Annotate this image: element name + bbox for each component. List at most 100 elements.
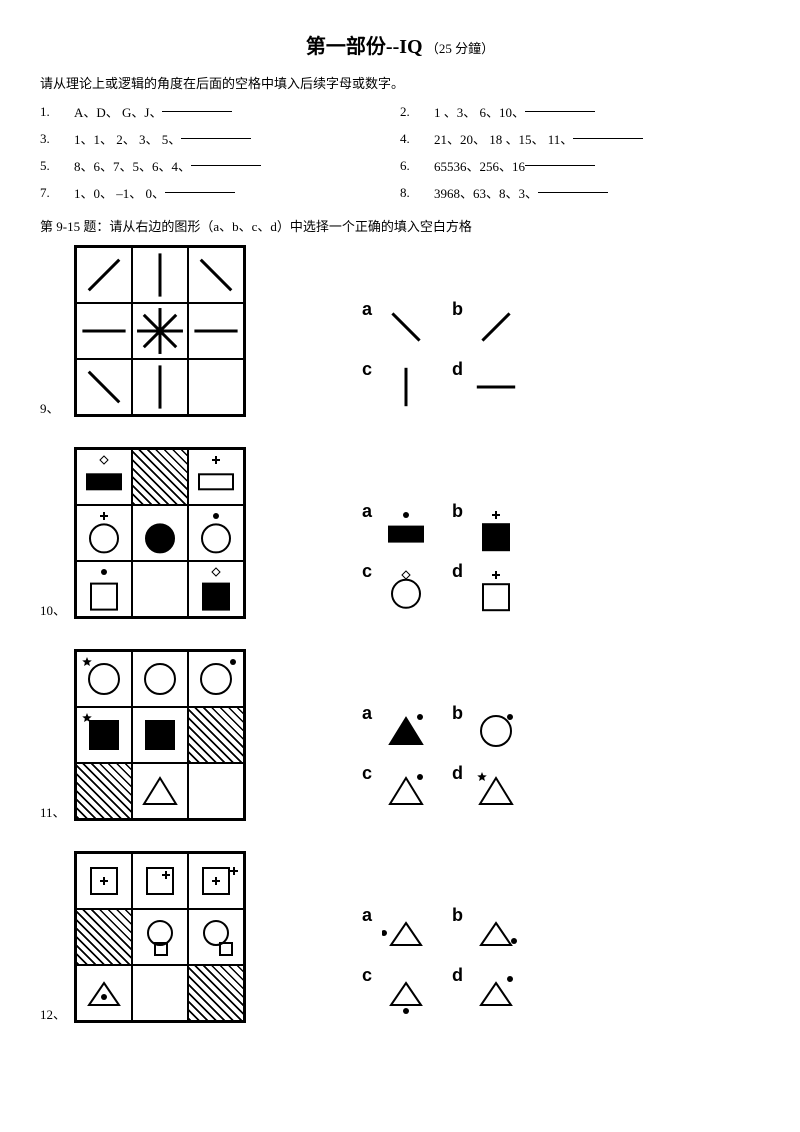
- puzzle-grid: [74, 245, 246, 417]
- sequence-item: 1.A、D、 G、J、: [40, 102, 400, 121]
- option-a[interactable]: a: [356, 701, 446, 761]
- option-label: c: [362, 561, 372, 582]
- option-b[interactable]: b: [446, 499, 536, 559]
- answer-blank[interactable]: [162, 111, 232, 112]
- sequence-text: 3968、63、8、3、: [434, 183, 538, 202]
- grid-cell: [132, 707, 188, 763]
- figure-question: 10、 ab c d: [40, 447, 760, 619]
- option-label: c: [362, 965, 372, 986]
- answer-blank[interactable]: [525, 165, 595, 166]
- grid-cell: [76, 707, 132, 763]
- option-label: b: [452, 501, 463, 522]
- sequence-item: 4.21、20、 18 、15、 11、: [400, 129, 760, 148]
- sequence-text: 1、0、 –1、 0、: [74, 183, 165, 202]
- option-label: d: [452, 965, 463, 986]
- option-label: b: [452, 299, 463, 320]
- option-label: d: [452, 763, 463, 784]
- sequence-item: 8.3968、63、8、3、: [400, 183, 760, 202]
- grid-cell: [188, 853, 244, 909]
- sequence-text: 1 、3、 6、10、: [434, 102, 525, 121]
- option-c[interactable]: c: [356, 357, 446, 417]
- grid-cell: [76, 359, 132, 415]
- option-label: b: [452, 703, 463, 724]
- sequence-text: 8、6、7、5、6、4、: [74, 156, 191, 175]
- figure-question: 12、abcd: [40, 851, 760, 1023]
- page-title: 第一部份--IQ （25 分鐘）: [40, 30, 760, 59]
- sequence-item: 6.65536、256、16: [400, 156, 760, 175]
- grid-cell: [132, 965, 188, 1021]
- grid-cell: [76, 247, 132, 303]
- answer-options: ab c d: [356, 903, 536, 1023]
- grid-cell: [76, 303, 132, 359]
- sequence-questions: 1.A、D、 G、J、2.1 、3、 6、10、3.1、1、 2、 3、 5、4…: [40, 102, 760, 202]
- title-sub: （25 分鐘）: [426, 41, 494, 56]
- grid-cell: [188, 707, 244, 763]
- grid-cell: [76, 449, 132, 505]
- sequence-number: 6.: [400, 158, 434, 174]
- option-d[interactable]: d: [446, 963, 536, 1023]
- grid-cell: [132, 247, 188, 303]
- sequence-number: 2.: [400, 104, 434, 120]
- grid-cell: [132, 359, 188, 415]
- answer-blank[interactable]: [181, 138, 251, 139]
- grid-cell: [132, 561, 188, 617]
- answer-options: a b cd: [356, 701, 536, 821]
- option-label: b: [452, 905, 463, 926]
- grid-cell: [132, 909, 188, 965]
- grid-cell: [132, 449, 188, 505]
- figure-question: 11、 a b cd: [40, 649, 760, 821]
- sequence-item: 3.1、1、 2、 3、 5、: [40, 129, 400, 148]
- question-number: 9、: [40, 398, 70, 417]
- option-d[interactable]: d: [446, 761, 536, 821]
- puzzle-grid: [74, 649, 246, 821]
- option-d[interactable]: d: [446, 357, 536, 417]
- sequence-number: 7.: [40, 185, 74, 201]
- grid-cell: [76, 763, 132, 819]
- grid-cell: [76, 853, 132, 909]
- option-c[interactable]: c: [356, 963, 446, 1023]
- answer-blank[interactable]: [165, 192, 235, 193]
- grid-cell: [132, 651, 188, 707]
- sequence-text: A、D、 G、J、: [74, 102, 162, 121]
- answer-blank[interactable]: [525, 111, 595, 112]
- answer-options: ab c d: [356, 297, 536, 417]
- answer-blank[interactable]: [191, 165, 261, 166]
- option-label: d: [452, 561, 463, 582]
- option-a[interactable]: a: [356, 903, 446, 963]
- grid-cell: [188, 651, 244, 707]
- figure-question: 9、 ab c d: [40, 245, 760, 417]
- grid-cell: [188, 909, 244, 965]
- option-d[interactable]: d: [446, 559, 536, 619]
- answer-blank[interactable]: [538, 192, 608, 193]
- instruction-text: 请从理论上或逻辑的角度在后面的空格中填入后续字母或数字。: [40, 73, 760, 92]
- sequence-number: 3.: [40, 131, 74, 147]
- sequence-text: 65536、256、16: [434, 156, 525, 175]
- grid-cell: [76, 965, 132, 1021]
- answer-options: ab c d: [356, 499, 536, 619]
- sequence-text: 1、1、 2、 3、 5、: [74, 129, 181, 148]
- option-a[interactable]: a: [356, 297, 446, 357]
- question-number: 10、: [40, 600, 70, 619]
- grid-cell: [188, 763, 244, 819]
- answer-blank[interactable]: [573, 138, 643, 139]
- sequence-item: 7.1、0、 –1、 0、: [40, 183, 400, 202]
- option-c[interactable]: c: [356, 559, 446, 619]
- option-b[interactable]: b: [446, 701, 536, 761]
- question-number: 11、: [40, 802, 70, 821]
- option-a[interactable]: a: [356, 499, 446, 559]
- grid-cell: [188, 359, 244, 415]
- sequence-number: 8.: [400, 185, 434, 201]
- puzzle-grid: [74, 447, 246, 619]
- grid-cell: [188, 505, 244, 561]
- sequence-item: 5.8、6、7、5、6、4、: [40, 156, 400, 175]
- option-c[interactable]: c: [356, 761, 446, 821]
- option-label: a: [362, 703, 372, 724]
- title-main: 第一部份--IQ: [306, 36, 423, 58]
- option-label: c: [362, 359, 372, 380]
- option-b[interactable]: b: [446, 297, 536, 357]
- grid-cell: [132, 505, 188, 561]
- option-b[interactable]: b: [446, 903, 536, 963]
- option-label: d: [452, 359, 463, 380]
- sequence-number: 5.: [40, 158, 74, 174]
- grid-cell: [188, 247, 244, 303]
